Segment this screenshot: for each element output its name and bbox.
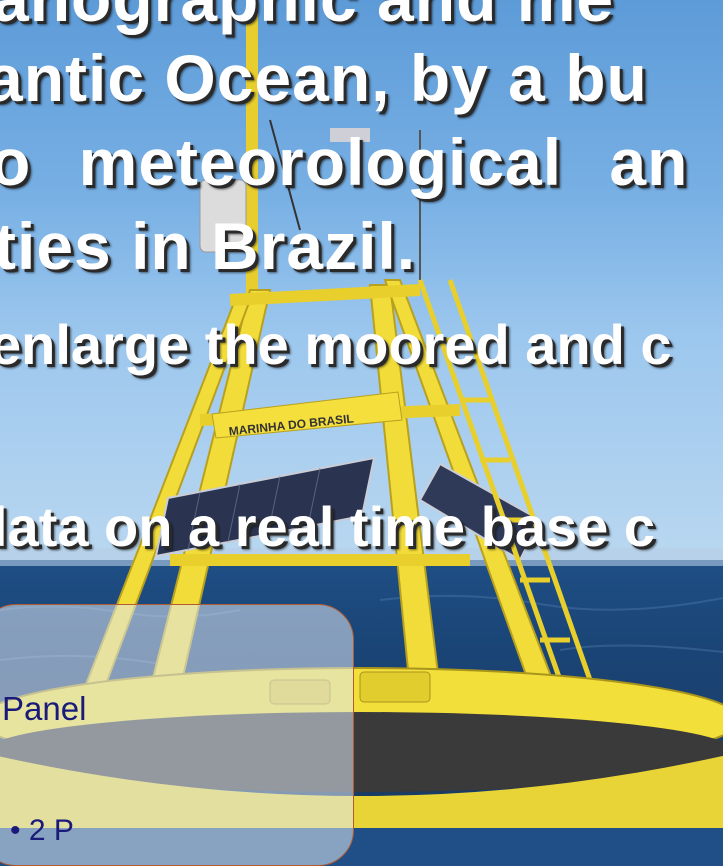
info-panel [0,604,354,866]
slide-text-line-5: enlarge the moored and c [0,313,672,376]
slide-text-line-1: anographic and me [0,0,614,36]
panel-label: Panel [2,690,87,727]
slide-text-line-6: lata on a real time base c [0,495,655,558]
slide-text-line-4: ties in Brazil. [0,209,417,283]
panel-label-2: • 2 P [10,814,74,847]
slide-text-line-2: antic Ocean, by a bu [0,41,648,115]
slide-text-line-3: o meteorological an [0,125,689,199]
